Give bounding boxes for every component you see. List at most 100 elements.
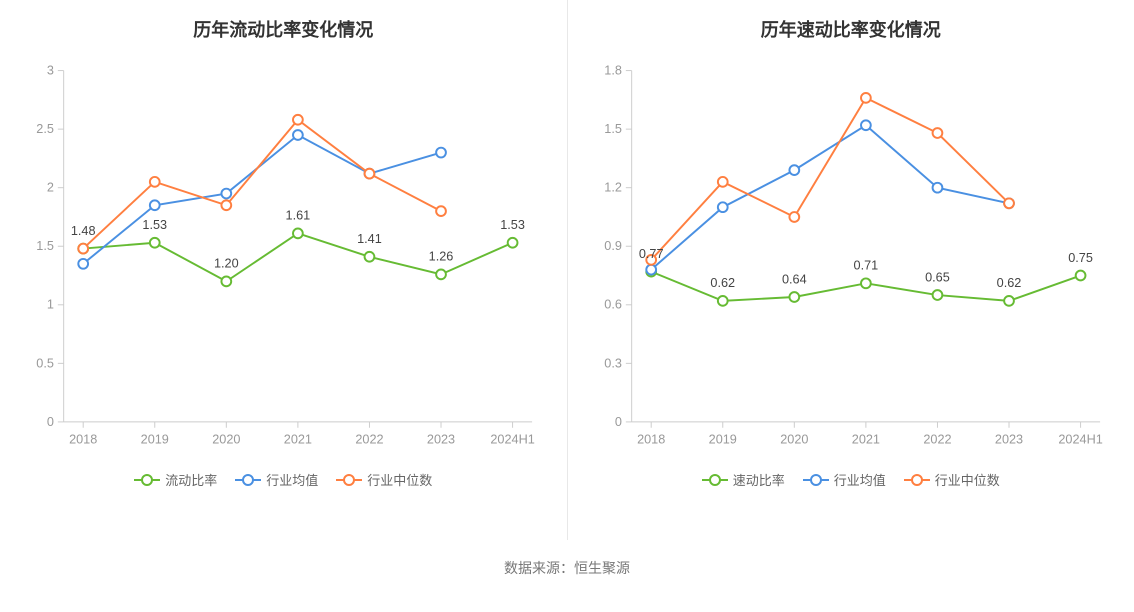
x-axis-tick-label: 2018 xyxy=(69,432,97,446)
series-marker-primary xyxy=(1075,271,1085,281)
x-axis-tick-label: 2020 xyxy=(212,432,240,446)
series-marker-primary xyxy=(508,238,518,248)
x-axis-tick-label: 2019 xyxy=(141,432,169,446)
legend-swatch-icon xyxy=(803,474,829,486)
legend-label: 行业中位数 xyxy=(935,470,1000,489)
y-axis-tick-label: 1.8 xyxy=(604,63,622,77)
series-value-label-primary: 0.77 xyxy=(638,247,663,261)
legend-item-primary[interactable]: 速动比率 xyxy=(702,470,785,489)
series-value-label-primary: 0.75 xyxy=(1068,251,1093,265)
series-marker-avg xyxy=(221,189,231,199)
series-value-label-primary: 1.53 xyxy=(142,218,167,232)
legend-item-primary[interactable]: 流动比率 xyxy=(134,470,217,489)
y-axis-tick-label: 2 xyxy=(47,181,54,195)
series-value-label-primary: 0.62 xyxy=(996,276,1021,290)
legend-item-avg[interactable]: 行业均值 xyxy=(235,470,318,489)
legend-label: 行业均值 xyxy=(266,470,318,489)
x-axis-tick-label: 2023 xyxy=(427,432,455,446)
series-line-median xyxy=(651,98,1009,260)
y-axis-tick-label: 2.5 xyxy=(36,122,54,136)
y-axis-tick-label: 3 xyxy=(47,63,54,77)
x-axis-tick-label: 2021 xyxy=(284,432,312,446)
chart-panel-quick-ratio: 历年速动比率变化情况 00.30.60.91.21.51.82018201920… xyxy=(568,0,1134,540)
series-value-label-primary: 1.20 xyxy=(214,257,239,271)
series-line-median xyxy=(83,120,441,249)
x-axis-tick-label: 2018 xyxy=(637,432,665,446)
series-marker-median xyxy=(861,93,871,103)
series-marker-avg xyxy=(646,265,656,275)
y-axis-tick-label: 1.5 xyxy=(604,122,622,136)
series-marker-primary xyxy=(1004,296,1014,306)
series-marker-primary xyxy=(717,296,727,306)
series-marker-primary xyxy=(221,276,231,286)
series-marker-median xyxy=(1004,198,1014,208)
y-axis-tick-label: 0.5 xyxy=(36,356,54,370)
series-marker-avg xyxy=(861,120,871,130)
x-axis-tick-label: 2024H1 xyxy=(1058,432,1102,446)
chart-svg-right: 00.30.60.91.21.51.8201820192020202120222… xyxy=(578,46,1125,466)
series-marker-median xyxy=(293,115,303,125)
series-marker-primary xyxy=(789,292,799,302)
series-marker-avg xyxy=(293,130,303,140)
series-marker-primary xyxy=(150,238,160,248)
x-axis-tick-label: 2020 xyxy=(780,432,808,446)
chart-title-right: 历年速动比率变化情况 xyxy=(578,16,1125,42)
series-value-label-primary: 1.53 xyxy=(500,218,525,232)
series-marker-primary xyxy=(293,228,303,238)
series-marker-avg xyxy=(789,165,799,175)
chart-panel-current-ratio: 历年流动比率变化情况 0 0.5 1 1.5 2 2.5 3 2018 2019 2020 2021… xyxy=(0,0,568,540)
series-marker-primary xyxy=(436,269,446,279)
series-value-label-primary: 1.41 xyxy=(357,232,382,246)
charts-row: 历年流动比率变化情况 0 0.5 1 1.5 2 2.5 3 2018 2019 2020 2021… xyxy=(0,0,1134,540)
series-value-label-primary: 0.65 xyxy=(925,270,950,284)
legend-row-right: 速动比率 行业均值 行业中位数 xyxy=(578,470,1125,489)
x-axis-tick-label: 2023 xyxy=(994,432,1022,446)
series-marker-avg xyxy=(436,148,446,158)
series-value-label-primary: 0.71 xyxy=(853,259,878,273)
y-axis-tick-label: 0.9 xyxy=(604,239,622,253)
legend-swatch-icon xyxy=(134,474,160,486)
series-marker-avg xyxy=(150,200,160,210)
legend-swatch-icon xyxy=(336,474,362,486)
y-axis-tick-label: 1 xyxy=(47,298,54,312)
legend-item-median[interactable]: 行业中位数 xyxy=(336,470,432,489)
series-marker-avg xyxy=(932,183,942,193)
y-axis-tick-label: 0 xyxy=(47,415,54,429)
series-marker-primary xyxy=(932,290,942,300)
series-line-avg xyxy=(651,125,1009,269)
legend-label: 流动比率 xyxy=(165,470,217,489)
series-marker-primary xyxy=(861,278,871,288)
legend-row-left: 流动比率 行业均值行业中位数 xyxy=(10,470,557,489)
legend-item-avg[interactable]: 行业均值 xyxy=(803,470,886,489)
series-marker-median xyxy=(789,212,799,222)
series-value-label-primary: 0.62 xyxy=(710,276,735,290)
series-marker-median xyxy=(932,128,942,138)
legend-item-median[interactable]: 行业中位数 xyxy=(904,470,1000,489)
x-axis-tick-label: 2022 xyxy=(923,432,951,446)
y-axis-tick-label: 1.2 xyxy=(604,181,622,195)
series-marker-median xyxy=(436,206,446,216)
series-marker-median xyxy=(78,244,88,254)
series-marker-median xyxy=(150,177,160,187)
x-axis-tick-label: 2024H1 xyxy=(490,432,534,446)
y-axis-tick-label: 0 xyxy=(614,415,621,429)
series-marker-avg xyxy=(717,202,727,212)
series-value-label-primary: 1.48 xyxy=(71,224,96,238)
x-axis-tick-label: 2021 xyxy=(851,432,879,446)
legend-swatch-icon xyxy=(904,474,930,486)
chart-svg-left: 0 0.5 1 1.5 2 2.5 3 2018 2019 2020 2021 2022 2023 202… xyxy=(10,46,557,466)
series-marker-primary xyxy=(365,252,375,262)
series-value-label-primary: 1.26 xyxy=(429,250,454,264)
legend-label: 行业均值 xyxy=(834,470,886,489)
chart-title-left: 历年流动比率变化情况 xyxy=(10,16,557,42)
y-axis-tick-label: 1.5 xyxy=(36,239,54,253)
series-value-label-primary: 1.61 xyxy=(286,209,311,223)
legend-swatch-icon xyxy=(235,474,261,486)
data-source-footer: 数据来源：恒生聚源 xyxy=(0,558,1134,578)
y-axis-tick-label: 0.3 xyxy=(604,356,622,370)
series-value-label-primary: 0.64 xyxy=(781,272,806,286)
series-marker-median xyxy=(365,169,375,179)
x-axis-tick-label: 2022 xyxy=(355,432,383,446)
legend-swatch-icon xyxy=(702,474,728,486)
series-marker-median xyxy=(221,200,231,210)
